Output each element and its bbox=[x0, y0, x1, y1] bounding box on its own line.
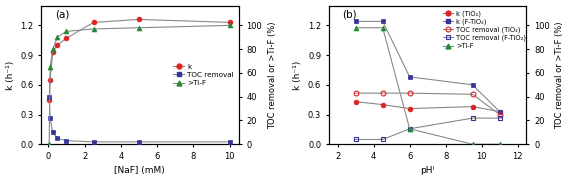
X-axis label: pHᴵ: pHᴵ bbox=[421, 167, 435, 175]
Text: (a): (a) bbox=[55, 10, 69, 20]
Y-axis label: k (h⁻¹): k (h⁻¹) bbox=[6, 60, 15, 90]
Text: (b): (b) bbox=[343, 10, 357, 20]
Y-axis label: k (h⁻¹): k (h⁻¹) bbox=[294, 60, 302, 90]
Y-axis label: TOC removal or >Ti-F (%): TOC removal or >Ti-F (%) bbox=[555, 21, 564, 129]
Y-axis label: TOC removal or >Ti-F (%): TOC removal or >Ti-F (%) bbox=[268, 21, 276, 129]
Legend: k (TiO₂), k (F-TiO₂), TOC removal (TiO₂), TOC removal (F-TiO₂), >Ti-F: k (TiO₂), k (F-TiO₂), TOC removal (TiO₂)… bbox=[442, 9, 527, 50]
Legend: k, TOC removal, >Ti-F: k, TOC removal, >Ti-F bbox=[172, 62, 235, 88]
X-axis label: [NaF] (mM): [NaF] (mM) bbox=[115, 167, 165, 175]
